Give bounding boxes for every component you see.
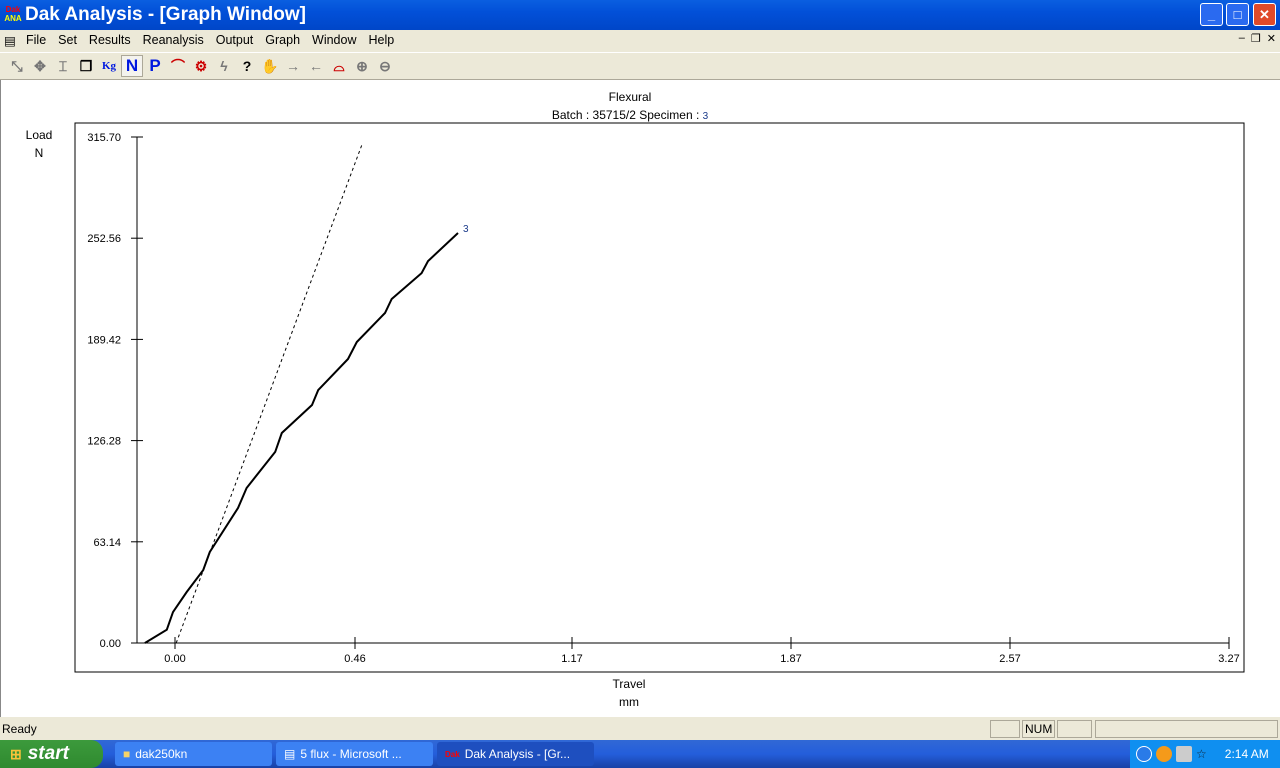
close-button[interactable]: ✕ (1253, 3, 1276, 26)
newton-unit-icon[interactable]: N (121, 55, 143, 77)
curves-icon[interactable]: ⌓ (333, 57, 345, 74)
x-tick-label: 0.00 (164, 653, 185, 665)
x-axis-unit: mm (619, 695, 639, 709)
title-bar: Dak ANA Dak Analysis - [Graph Window] _ □… (0, 0, 1280, 30)
mdi-close-button[interactable]: ✕ (1266, 33, 1276, 45)
mdi-minimize-button[interactable]: – (1238, 32, 1245, 44)
tray-app-icon[interactable] (1156, 746, 1172, 762)
menu-graph[interactable]: Graph (265, 33, 301, 47)
star-icon[interactable]: ☆ (1196, 747, 1207, 761)
task-folder[interactable]: ■ dak250kn (115, 742, 272, 766)
tool-1-icon[interactable]: ⤡ (11, 57, 23, 74)
menu-file[interactable]: File (26, 33, 47, 47)
y-tick-label: 0.00 (100, 638, 121, 650)
menu-results[interactable]: Results (88, 33, 131, 47)
machine-icon[interactable]: ⚙ (194, 57, 208, 74)
arrow-right-icon[interactable]: → (286, 58, 300, 74)
y-tick-label: 252.56 (87, 233, 121, 245)
handshake-icon[interactable]: ✋ (261, 57, 279, 74)
y-axis-label: Load (26, 128, 53, 142)
app-logo-icon: Dak ANA (4, 5, 22, 23)
y-tick-label: 315.70 (87, 132, 121, 144)
tray-monitor-icon[interactable] (1176, 746, 1192, 762)
menu-help[interactable]: Help (368, 33, 395, 47)
curve-icon[interactable]: ⌒ (171, 58, 185, 74)
folder-icon: ■ (123, 747, 131, 761)
series-label: 3 (463, 224, 469, 235)
clock: 2:14 AM (1224, 747, 1269, 761)
copy-pages-icon[interactable]: ❐ (79, 57, 93, 74)
window-title: Dak Analysis - [Graph Window] (25, 4, 306, 25)
series-line (144, 232, 459, 644)
toolbar: ⤡ ✥ ⌶ ❐ Kg N P ⌒ ⚙ ϟ? ✋ → ← ⌓ ⊕ ⊖ (0, 52, 1280, 80)
plot-frame (74, 122, 1245, 673)
zoom-out-icon[interactable]: ⊖ (379, 57, 391, 74)
system-tray: ☆ 2:14 AM (1130, 740, 1280, 768)
menu-bar: ▤ File Set Results Reanalysis Output Graph Win… (0, 30, 1280, 50)
x-tick-label: 1.17 (561, 653, 582, 665)
windows-logo-icon: ⊞ (10, 745, 22, 762)
zoom-in-icon[interactable]: ⊕ (356, 57, 368, 74)
y-tick-label: 63.14 (93, 537, 121, 549)
graph-window (0, 80, 1280, 717)
y-tick-label: 189.42 (87, 334, 121, 346)
status-bar: Ready NUM (0, 717, 1280, 740)
taskbar: ⊞ start ■ dak250kn ▤ 5 flux - Microsoft ...… (0, 740, 1280, 768)
kg-unit-icon[interactable]: Kg (101, 60, 117, 72)
status-pane (1095, 720, 1278, 738)
menu-output[interactable]: Output (215, 33, 254, 47)
x-tick-label: 1.87 (780, 653, 801, 665)
mdi-restore-button[interactable]: ❐ (1250, 33, 1261, 45)
mdi-controls: – ❐ ✕ (1239, 32, 1276, 45)
x-tick-label: 2.57 (999, 653, 1020, 665)
app-logo-icon: Dak (445, 749, 460, 759)
task-word[interactable]: ▤ 5 flux - Microsoft ... (276, 742, 433, 766)
menu-reanalysis[interactable]: Reanalysis (142, 33, 204, 47)
y-tick-label: 126.28 (87, 436, 121, 448)
status-pane (1057, 720, 1092, 738)
chart-subtitle: Batch : 35715/2 Specimen : 3 (552, 108, 709, 122)
num-lock-indicator: NUM (1022, 720, 1055, 738)
chevron-left-icon[interactable] (1136, 746, 1152, 762)
p-unit-icon[interactable]: P (149, 56, 161, 75)
lightning-icon[interactable]: ϟ (220, 58, 228, 74)
modulus-line (175, 142, 364, 644)
tool-2-icon[interactable]: ✥ (34, 57, 46, 74)
menu-window[interactable]: Window (312, 33, 357, 47)
x-tick-label: 0.46 (344, 653, 365, 665)
word-document-icon: ▤ (284, 747, 296, 761)
help-pointer-icon[interactable]: ? (242, 58, 252, 74)
y-axis-unit: N (35, 146, 44, 160)
maximize-button[interactable]: □ (1226, 3, 1249, 26)
x-tick-label: 3.27 (1218, 653, 1239, 665)
tool-3-icon[interactable]: ⌶ (58, 57, 68, 74)
x-axis-label: Travel (613, 677, 646, 691)
start-button[interactable]: ⊞ start (0, 740, 103, 768)
chart-title: Flexural (609, 90, 652, 104)
arrow-left-icon[interactable]: ← (309, 58, 323, 74)
minimize-button[interactable]: _ (1200, 3, 1223, 26)
status-pane (990, 720, 1020, 738)
status-text: Ready (2, 721, 37, 736)
menu-set[interactable]: Set (58, 33, 77, 47)
document-icon[interactable]: ▤ (4, 33, 16, 48)
task-dak-analysis[interactable]: Dak Dak Analysis - [Gr... (437, 742, 594, 766)
